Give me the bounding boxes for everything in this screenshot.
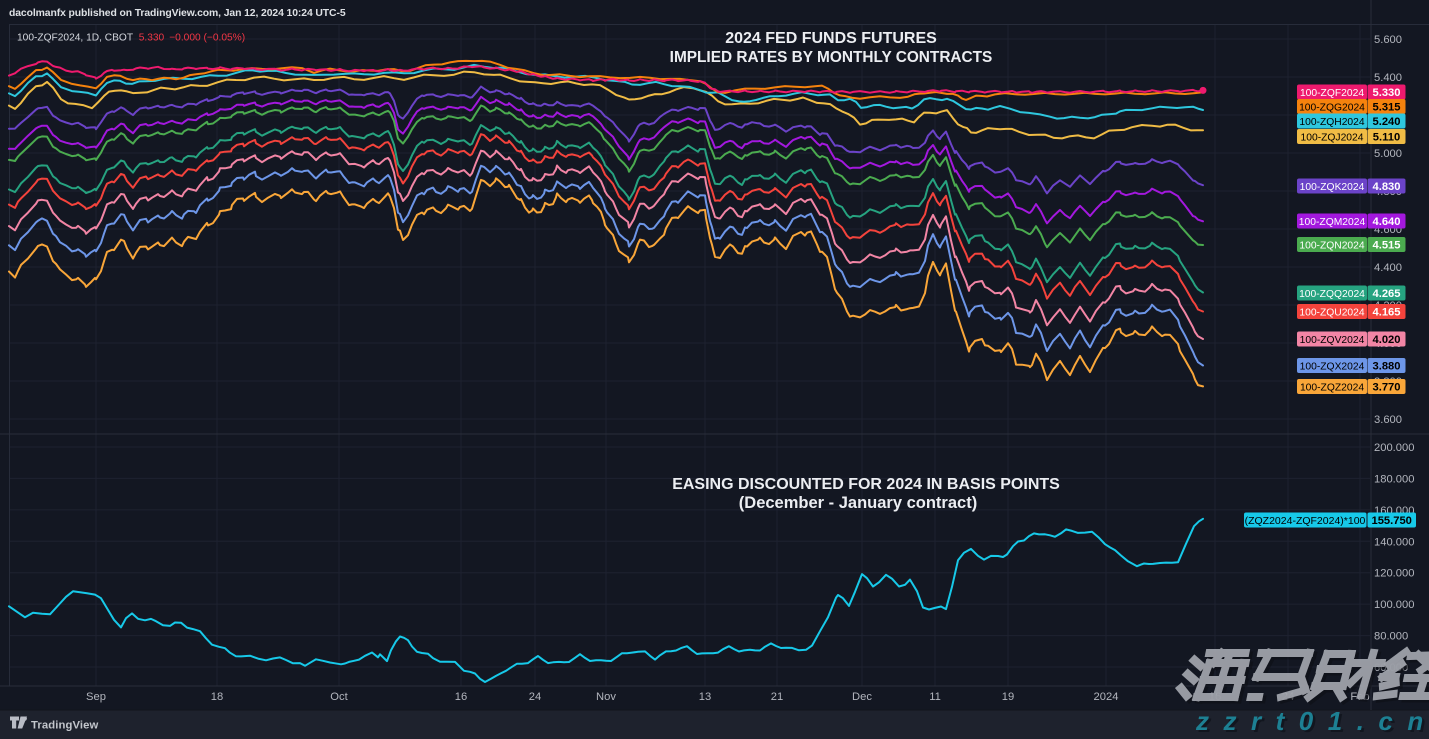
svg-text:155.750: 155.750 bbox=[1371, 515, 1411, 527]
svg-text:200.000: 200.000 bbox=[1374, 442, 1414, 454]
svg-text:18: 18 bbox=[211, 691, 223, 703]
svg-text:3.770: 3.770 bbox=[1373, 382, 1401, 394]
svg-text:Sep: Sep bbox=[86, 691, 106, 703]
svg-text:Dec: Dec bbox=[852, 691, 872, 703]
svg-text:100-ZQZ2024: 100-ZQZ2024 bbox=[1300, 383, 1364, 394]
svg-text:5.330: 5.330 bbox=[1373, 87, 1401, 99]
svg-text:IMPLIED RATES BY MONTHLY CONTR: IMPLIED RATES BY MONTHLY CONTRACTS bbox=[670, 49, 993, 66]
svg-text:2024: 2024 bbox=[1094, 691, 1119, 703]
svg-text:100-ZQU2024: 100-ZQU2024 bbox=[1299, 308, 1365, 319]
svg-text:11: 11 bbox=[929, 691, 941, 703]
svg-text:140.000: 140.000 bbox=[1374, 536, 1414, 548]
svg-text:(December - January contract): (December - January contract) bbox=[739, 494, 977, 512]
svg-text:19: 19 bbox=[1002, 691, 1014, 703]
svg-text:dacolmanfx published on Tradin: dacolmanfx published on TradingView.com,… bbox=[9, 8, 346, 19]
svg-text:100.000: 100.000 bbox=[1374, 599, 1414, 611]
svg-text:100-ZQQ2024: 100-ZQQ2024 bbox=[1299, 289, 1365, 300]
svg-text:100-ZQN2024: 100-ZQN2024 bbox=[1299, 241, 1365, 252]
svg-text:4.830: 4.830 bbox=[1373, 181, 1401, 193]
svg-text:100-ZQX2024: 100-ZQX2024 bbox=[1300, 362, 1365, 373]
svg-text:3.880: 3.880 bbox=[1373, 361, 1401, 373]
svg-text:100-ZQG2024: 100-ZQG2024 bbox=[1299, 103, 1365, 114]
svg-text:Oct: Oct bbox=[330, 691, 348, 703]
svg-text:100-ZQK2024: 100-ZQK2024 bbox=[1300, 182, 1365, 193]
svg-text:24: 24 bbox=[529, 691, 541, 703]
svg-text:13: 13 bbox=[699, 691, 711, 703]
svg-text:4.165: 4.165 bbox=[1373, 307, 1401, 319]
svg-text:Nov: Nov bbox=[596, 691, 616, 703]
svg-text:4.640: 4.640 bbox=[1373, 216, 1401, 228]
svg-text:5.240: 5.240 bbox=[1373, 116, 1401, 128]
svg-text:4.515: 4.515 bbox=[1373, 240, 1401, 252]
svg-text:5.315: 5.315 bbox=[1373, 102, 1401, 114]
svg-text:EASING DISCOUNTED FOR 2024 IN: EASING DISCOUNTED FOR 2024 IN BASIS POIN… bbox=[672, 476, 1060, 493]
svg-text:zzrt01.cn: zzrt01.cn bbox=[1195, 706, 1429, 736]
svg-text:120.000: 120.000 bbox=[1374, 568, 1414, 580]
svg-text:5.400: 5.400 bbox=[1374, 72, 1402, 84]
svg-text:100-ZQF2024: 100-ZQF2024 bbox=[1300, 88, 1364, 99]
svg-text:4.020: 4.020 bbox=[1373, 334, 1401, 346]
svg-text:100-ZQV2024: 100-ZQV2024 bbox=[1300, 335, 1365, 346]
svg-text:5.600: 5.600 bbox=[1374, 34, 1402, 46]
svg-text:100-ZQF2024, 1D, CBOT 5.330−0.: 100-ZQF2024, 1D, CBOT 5.330 −0.000 (−0.05… bbox=[17, 33, 245, 44]
svg-text:5.110: 5.110 bbox=[1373, 132, 1400, 144]
svg-text:100-ZQH2024: 100-ZQH2024 bbox=[1299, 117, 1365, 128]
svg-text:21: 21 bbox=[771, 691, 783, 703]
svg-text:5.000: 5.000 bbox=[1374, 148, 1402, 160]
svg-text:2024 FED FUNDS FUTURES: 2024 FED FUNDS FUTURES bbox=[725, 30, 937, 47]
svg-text:TradingView: TradingView bbox=[31, 720, 99, 732]
svg-text:(ZQZ2024-ZQF2024)*100: (ZQZ2024-ZQF2024)*100 bbox=[1245, 515, 1366, 527]
svg-text:zzrt01.cn: zzrt01.cn bbox=[1198, 708, 1429, 738]
svg-text:3.600: 3.600 bbox=[1374, 414, 1402, 426]
svg-text:80.000: 80.000 bbox=[1374, 631, 1408, 643]
svg-text:100-ZQM2024: 100-ZQM2024 bbox=[1299, 217, 1366, 228]
svg-text:4.400: 4.400 bbox=[1374, 262, 1402, 274]
svg-text:16: 16 bbox=[455, 691, 467, 703]
svg-text:100-ZQJ2024: 100-ZQJ2024 bbox=[1301, 133, 1364, 144]
svg-text:180.000: 180.000 bbox=[1374, 473, 1414, 485]
svg-text:4.265: 4.265 bbox=[1373, 288, 1401, 300]
